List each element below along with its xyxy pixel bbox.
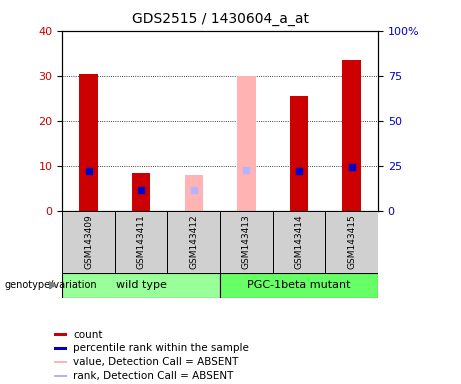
- Bar: [132, 173, 150, 211]
- Bar: [54, 333, 67, 336]
- Text: GSM143411: GSM143411: [136, 215, 146, 269]
- Text: rank, Detection Call = ABSENT: rank, Detection Call = ABSENT: [73, 371, 234, 381]
- Bar: [220, 211, 273, 273]
- Bar: [325, 211, 378, 273]
- Bar: [79, 74, 98, 211]
- Bar: [237, 76, 256, 211]
- Text: count: count: [73, 329, 103, 339]
- Text: GSM143409: GSM143409: [84, 215, 93, 269]
- Text: GSM143412: GSM143412: [189, 215, 198, 269]
- Text: GSM143415: GSM143415: [347, 215, 356, 269]
- Bar: [54, 361, 67, 363]
- Bar: [62, 211, 115, 273]
- Bar: [62, 273, 220, 298]
- Bar: [220, 273, 378, 298]
- Text: genotype/variation: genotype/variation: [5, 280, 97, 290]
- Bar: [184, 175, 203, 211]
- Bar: [54, 347, 67, 349]
- Text: PGC-1beta mutant: PGC-1beta mutant: [247, 280, 351, 290]
- Bar: [273, 211, 325, 273]
- Text: ▶: ▶: [49, 280, 58, 290]
- Bar: [343, 60, 361, 211]
- Text: value, Detection Call = ABSENT: value, Detection Call = ABSENT: [73, 358, 239, 367]
- Bar: [54, 375, 67, 377]
- Text: GSM143414: GSM143414: [295, 215, 304, 269]
- Text: GSM143413: GSM143413: [242, 215, 251, 269]
- Text: percentile rank within the sample: percentile rank within the sample: [73, 343, 249, 353]
- Bar: [290, 96, 308, 211]
- Title: GDS2515 / 1430604_a_at: GDS2515 / 1430604_a_at: [132, 12, 308, 25]
- Text: wild type: wild type: [116, 280, 166, 290]
- Bar: [115, 211, 167, 273]
- Bar: [167, 211, 220, 273]
